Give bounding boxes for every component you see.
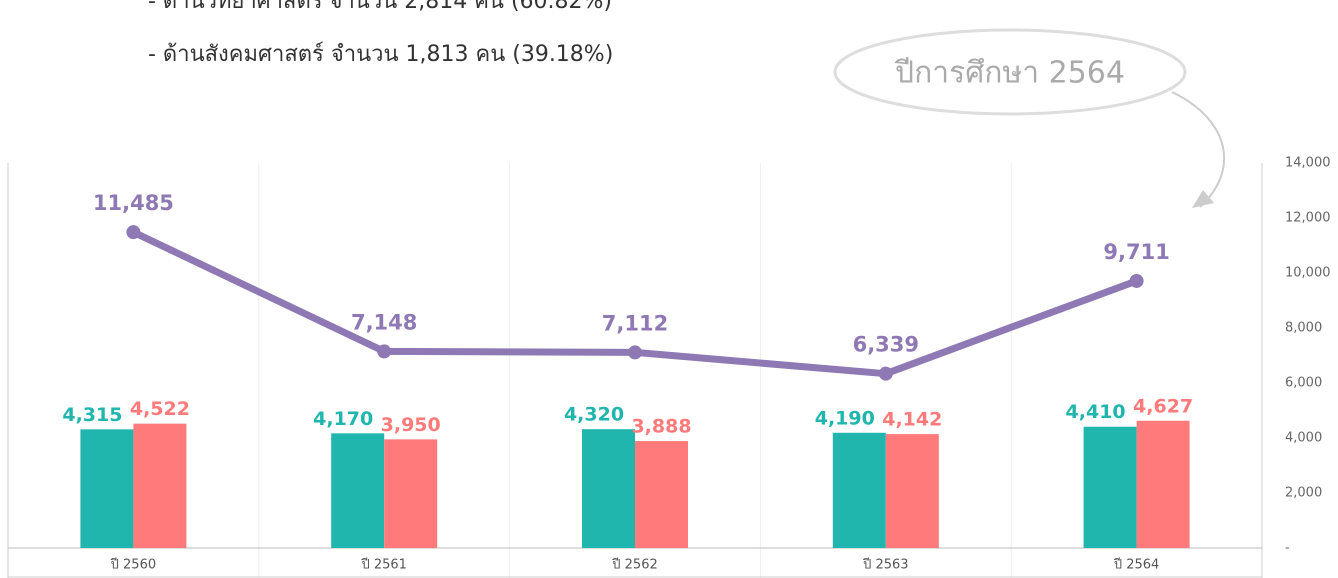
line-point: [878, 366, 893, 381]
bar-value-label: 4,190: [815, 407, 875, 429]
annotation-ellipse: [833, 28, 1187, 116]
y-tick-label: 4,000: [1285, 431, 1322, 446]
bar: [635, 441, 688, 548]
bar: [582, 429, 635, 548]
bar-value-label: 4,627: [1133, 395, 1193, 417]
arrow-head: [1192, 190, 1214, 208]
bar: [384, 439, 438, 548]
bar-value-label: 4,170: [313, 408, 373, 430]
bar-value-label: 4,522: [130, 398, 190, 420]
y-tick-label: 6,000: [1285, 376, 1322, 391]
x-tick-label: ปี 2563: [862, 557, 908, 573]
x-tick-label: ปี 2560: [110, 557, 156, 573]
y-tick-label: 14,000: [1285, 156, 1331, 171]
annotation-arrow: [1171, 91, 1226, 208]
bar-value-label: 4,410: [1066, 401, 1126, 423]
x-tick-label: ปี 2561: [360, 557, 406, 573]
y-tick-label: 2,000: [1285, 486, 1322, 501]
line-value-label: 9,711: [1103, 240, 1169, 264]
line-value-label: 7,148: [351, 310, 417, 334]
line-point: [377, 344, 392, 359]
line-value-label: 6,339: [853, 333, 919, 357]
bar: [133, 423, 187, 548]
bar-value-label: 4,142: [882, 409, 942, 431]
note: - ด้านวิทยาศาสตร์ จำนวน 2,814 คน (60.82%…: [148, 0, 612, 14]
y-tick-label: 10,000: [1285, 266, 1331, 281]
y-tick-label: 12,000: [1285, 211, 1331, 226]
bar-value-label: 3,888: [631, 416, 691, 438]
line-point: [628, 345, 642, 360]
bar-value-label: 4,320: [564, 404, 624, 426]
bar: [1136, 420, 1190, 548]
y-tick-label: -: [1285, 541, 1290, 556]
note: - ด้านสังคมศาสตร์ จำนวน 1,813 คน (39.18%…: [148, 42, 613, 67]
bar: [1083, 426, 1137, 548]
bar: [885, 434, 939, 548]
bar-value-label: 3,950: [381, 414, 441, 436]
line-value-label: 11,485: [93, 191, 174, 215]
annotation: ปีการศึกษา 2564: [894, 56, 1125, 91]
y-tick-label: 8,000: [1285, 321, 1322, 336]
line-point: [126, 225, 141, 240]
bar: [331, 433, 385, 548]
line-value-label: 7,112: [602, 311, 668, 335]
bar: [832, 432, 886, 548]
x-tick-label: ปี 2564: [1113, 557, 1159, 573]
bar-value-label: 4,315: [62, 404, 122, 426]
bar: [80, 429, 134, 548]
line-point: [1129, 273, 1144, 288]
x-tick-label: ปี 2562: [611, 557, 657, 573]
